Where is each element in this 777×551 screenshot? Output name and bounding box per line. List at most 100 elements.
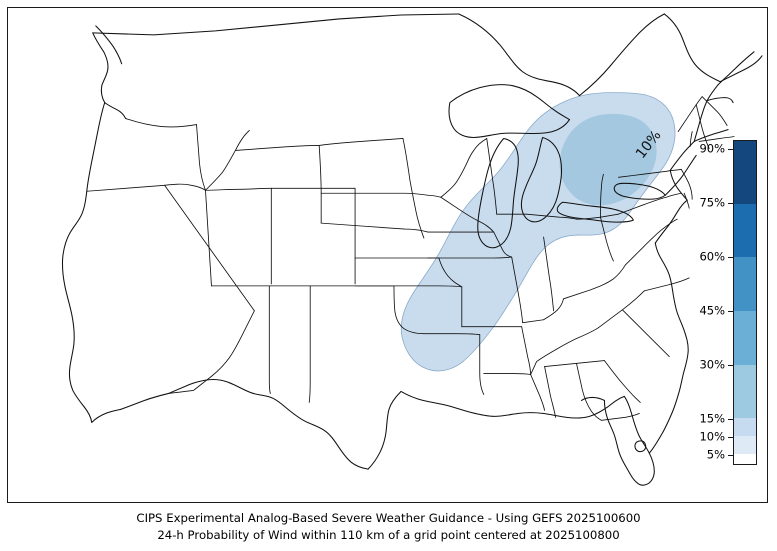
- colorbar[interactable]: [733, 140, 757, 465]
- colorbar-tick-5: [728, 454, 733, 456]
- mexico-border: [168, 378, 369, 470]
- id-mt-wy-line: [205, 130, 250, 191]
- cape-cod: [706, 97, 734, 104]
- az-nm-line: [268, 285, 271, 394]
- colorbar-tick-45: [728, 311, 733, 312]
- ky-tn-line: [530, 327, 599, 375]
- nv-ut-line: [205, 189, 212, 287]
- caption-line-1: CIPS Experimental Analog-Based Severe We…: [136, 511, 641, 525]
- canada-border-east: [458, 13, 581, 97]
- caption-line-2: 24-h Probability of Wind within 110 km o…: [157, 527, 620, 542]
- florida-gulf-side: [580, 396, 605, 401]
- md-de-line: [683, 192, 690, 209]
- lake-michigan: [477, 137, 519, 249]
- vancouver-island: [95, 25, 123, 65]
- nh-me-line: [701, 96, 728, 126]
- wv-md-pa-line: [617, 192, 682, 215]
- ms-al-line: [544, 366, 556, 418]
- nd-sd-line: [320, 192, 429, 196]
- colorbar-tick-15: [728, 419, 733, 420]
- ar-la-line: [483, 373, 532, 375]
- vt-nh-line: [695, 104, 710, 149]
- chesapeake-delmarva: [654, 199, 688, 244]
- pa-ny-line: [617, 168, 682, 178]
- ga-sc-line: [604, 360, 641, 403]
- sd-ia-mn-line: [427, 194, 442, 198]
- in-oh-line: [543, 236, 554, 312]
- canada-ne-edge: [578, 13, 665, 97]
- st-lawrence: [664, 154, 697, 196]
- ny-ct-ma-line: [689, 131, 693, 147]
- colorbar-band-5-10: [734, 436, 756, 455]
- probability-contour-fills: [401, 92, 676, 371]
- map-panel[interactable]: 10%: [7, 7, 768, 503]
- contour-fill-10pct: [559, 113, 657, 206]
- lake-ontario: [613, 182, 666, 200]
- delaware-bay: [669, 169, 688, 201]
- lake-superior: [448, 84, 571, 138]
- socal-bight: [91, 408, 122, 423]
- mt-wy-line: [234, 145, 320, 151]
- ny-vt-nh-line: [677, 96, 703, 132]
- west-coast: [61, 102, 106, 423]
- new-england-coast: [693, 84, 719, 142]
- oh-wv-line: [600, 216, 614, 262]
- lake-okeechobee: [634, 440, 647, 453]
- colorbar-group[interactable]: 5% 10% 15% 30% 45% 60% 75% 90%: [699, 140, 757, 465]
- il-ky-line: [522, 319, 545, 324]
- al-ga-line: [576, 363, 602, 421]
- lake-huron: [520, 136, 563, 223]
- il-in-line: [511, 256, 524, 324]
- in-ky-line: [543, 298, 564, 321]
- colorbar-tick-label-30: 30%: [699, 357, 725, 372]
- rio-grande-mouth: [367, 390, 402, 470]
- colorbar-band-60-75: [734, 203, 756, 258]
- mo-ne-ks-line: [438, 257, 463, 288]
- nc-va-line: [643, 277, 690, 292]
- colorbar-band-45-60: [734, 257, 756, 311]
- pacific-nw-coast: [92, 32, 109, 104]
- map-canvas[interactable]: 10%: [8, 8, 767, 502]
- baja-mexico-border: [120, 392, 170, 410]
- la-ms-line: [530, 374, 546, 411]
- lake-erie: [556, 201, 634, 223]
- colorbar-band-10-15: [734, 418, 756, 437]
- pa-oh-line: [600, 173, 604, 218]
- colorbar-tick-10: [728, 436, 733, 438]
- mt-nd-line: [318, 138, 404, 146]
- canada-maritimes: [719, 55, 763, 83]
- wi-il-line: [486, 138, 498, 215]
- ca-az-line: [168, 310, 255, 394]
- colorbar-tick-label-45: 45%: [699, 303, 725, 318]
- wy-sd-ne-line: [318, 145, 322, 224]
- ga-fl-line: [601, 412, 640, 421]
- colorbar-tick-label-90: 90%: [699, 141, 725, 156]
- sc-nc-line: [621, 309, 670, 358]
- colorbar-tick-label-75: 75%: [699, 195, 725, 210]
- long-island: [693, 128, 729, 142]
- ks-ok-line: [354, 285, 463, 288]
- colorbar-tick-label-10: 10%: [699, 429, 725, 444]
- florida: [603, 395, 655, 486]
- ar-ms-tn-line: [521, 326, 532, 375]
- va-md-wv-line: [624, 218, 678, 266]
- wa-or-line: [125, 118, 197, 128]
- sd-ne-line: [320, 222, 429, 233]
- nj-ny-coast: [669, 140, 695, 171]
- id-nv-ut-line: [205, 187, 272, 191]
- colorbar-tick-label-5: 5%: [706, 447, 725, 462]
- ma-ct-ri-line: [698, 136, 735, 142]
- nd-mn-line: [402, 138, 425, 239]
- colorbar-tick-60: [728, 257, 733, 258]
- colorbar-band-75-90: [734, 149, 756, 204]
- colorbar-band-15-30: [734, 364, 756, 419]
- colorbar-band-2-5: [734, 454, 756, 464]
- figure-caption: CIPS Experimental Analog-Based Severe We…: [0, 510, 777, 543]
- ok-tx-line: [393, 285, 481, 336]
- wa-id-line: [196, 124, 206, 191]
- canada-quebec: [663, 13, 721, 83]
- colorbar-tick-label-15: 15%: [699, 411, 725, 426]
- puget-sound: [104, 102, 127, 120]
- nj-ny-pa-line: [680, 168, 693, 200]
